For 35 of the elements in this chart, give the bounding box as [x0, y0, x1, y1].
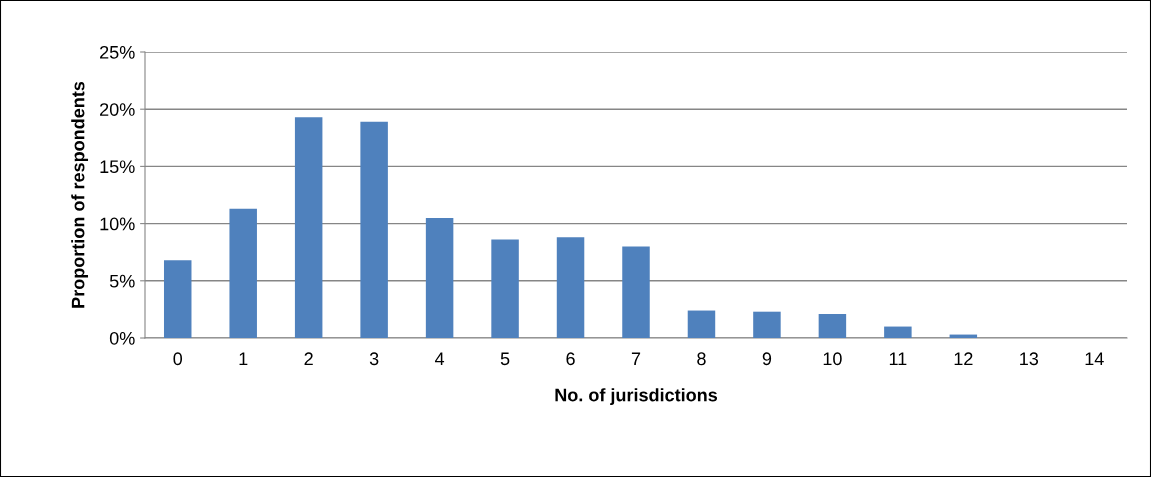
x-tick-label: 0	[173, 352, 183, 366]
x-tick-label: 12	[954, 352, 973, 365]
y-tick-label: 10%	[100, 217, 135, 231]
bar	[425, 217, 454, 338]
x-tick-label: 6	[566, 352, 575, 366]
y-axis-title: Proportion of respondents	[71, 81, 89, 308]
x-tick-label: 11	[889, 352, 907, 365]
y-tick-label: 25%	[100, 45, 135, 59]
x-tick-label: 8	[697, 352, 706, 366]
x-tick-label: 14	[1085, 352, 1104, 365]
x-tick-label: 4	[434, 352, 445, 365]
x-tick-label: 7	[631, 352, 641, 365]
x-axis-title: No. of jurisdictions	[555, 388, 718, 405]
x-tick-label: 13	[1020, 352, 1039, 366]
bar	[753, 311, 781, 338]
bar	[818, 313, 847, 338]
bar	[884, 326, 912, 338]
x-tick-label: 9	[762, 352, 772, 366]
x-tick-label: 10	[823, 352, 842, 366]
y-tick-label: 0%	[109, 331, 135, 345]
x-tick-label: 1	[239, 352, 248, 365]
x-tick-label: 3	[369, 352, 379, 366]
x-tick-label: 5	[500, 352, 510, 366]
bar	[491, 239, 519, 338]
bar	[622, 246, 650, 338]
bar	[163, 260, 192, 338]
y-tick-label: 20%	[100, 103, 135, 116]
bar	[360, 121, 388, 338]
y-tick-label: 15%	[100, 160, 135, 174]
bar	[294, 117, 323, 338]
bar	[229, 208, 257, 338]
y-tick-label: 5%	[109, 274, 135, 288]
bar	[556, 237, 585, 338]
x-tick-label: 2	[304, 352, 313, 365]
bar	[687, 310, 716, 338]
